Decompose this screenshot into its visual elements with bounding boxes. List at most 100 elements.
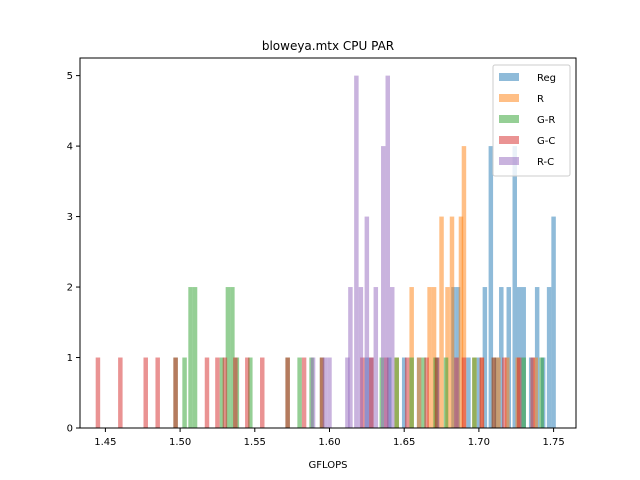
bar-g-c-4	[173, 357, 178, 428]
bar-r-14	[505, 357, 510, 428]
y-axis: 0 1 2 3 4 5	[67, 71, 80, 435]
bar-reg-8	[476, 357, 482, 428]
bar-g-c-12	[301, 357, 307, 428]
bar-reg-21	[551, 216, 556, 428]
legend: Reg R G-R G-C R-C	[492, 64, 571, 177]
x-tick-label: 1.45	[94, 437, 116, 448]
bar-g-c-25	[516, 357, 522, 428]
bar-r-c-10	[381, 146, 386, 428]
bar-g-r-1	[182, 357, 187, 428]
bar-g-c-24	[502, 357, 507, 428]
x-tick-label: 1.65	[393, 437, 415, 448]
bar-g-r-5	[225, 287, 231, 428]
bar-g-r-10	[297, 357, 302, 428]
x-axis-label: GFLOPS	[309, 460, 348, 471]
bar-g-r-15	[409, 357, 414, 428]
legend-swatch	[499, 157, 519, 165]
bar-r-c-6	[358, 287, 364, 428]
bar-r-10	[461, 146, 467, 428]
bar-g-r-21	[521, 357, 526, 428]
bar-g-c-0	[95, 357, 101, 428]
bar-r-4	[427, 287, 432, 428]
bar-g-r-18	[443, 357, 449, 428]
legend-label: G-C	[537, 136, 555, 147]
bar-g-c-10	[260, 357, 265, 428]
bar-r-16	[533, 357, 538, 428]
chart-title: bloweya.mtx CPU PAR	[262, 39, 394, 53]
bar-reg-20	[546, 287, 552, 428]
y-tick-label: 4	[67, 142, 73, 153]
y-tick-label: 3	[67, 212, 73, 223]
bar-r-13	[496, 357, 501, 428]
bar-g-c-1	[118, 357, 123, 428]
legend-label: R-C	[537, 157, 554, 168]
bar-r-8	[449, 216, 455, 428]
bar-g-c-5	[204, 357, 210, 428]
bar-r-c-2	[327, 357, 332, 428]
bar-g-c-8	[233, 357, 238, 428]
bar-reg-14	[512, 146, 517, 428]
bar-r-c-8	[369, 357, 374, 428]
y-tick-label: 1	[67, 353, 73, 364]
y-tick-label: 5	[67, 71, 73, 82]
bar-g-c-7	[222, 357, 228, 428]
x-tick-label: 1.60	[318, 437, 340, 448]
legend-swatch	[499, 115, 519, 123]
x-tick-label: 1.50	[169, 437, 191, 448]
bar-g-c-18	[424, 357, 429, 428]
bar-r-3	[416, 357, 422, 428]
bar-g-c-19	[434, 357, 440, 428]
plot-frame	[79, 57, 577, 429]
y-tick-label: 0	[67, 424, 73, 435]
bar-g-c-17	[404, 357, 410, 428]
bars-layer	[95, 75, 556, 429]
legend-swatch	[499, 94, 519, 102]
bar-g-r-14	[394, 357, 399, 428]
bar-g-r-19	[472, 357, 477, 428]
x-axis: 1.45 1.50 1.55 1.60 1.65 1.70 1.75	[94, 428, 565, 448]
legend-label: R	[537, 94, 544, 105]
x-tick-label: 1.75	[542, 437, 564, 448]
bar-reg-7	[466, 357, 471, 428]
bar-g-r-8	[248, 357, 253, 428]
series-g-r	[173, 287, 544, 428]
bar-g-r-4	[219, 357, 225, 428]
bar-r-c-4	[348, 287, 353, 428]
bar-g-c-9	[245, 357, 250, 428]
bar-g-r-2	[188, 287, 193, 428]
bar-g-r-6	[230, 287, 235, 428]
bar-g-c-3	[155, 357, 160, 428]
x-tick-label: 1.70	[468, 437, 490, 448]
bar-g-c-6	[215, 357, 220, 428]
bar-reg-12	[499, 287, 504, 428]
bar-reg-10	[488, 146, 494, 428]
bar-g-c-11	[285, 357, 290, 428]
bar-g-r-16	[421, 357, 426, 428]
bar-r-c-12	[390, 287, 395, 428]
bar-reg-2	[401, 357, 407, 428]
series-r-c	[310, 75, 395, 429]
bar-g-c-21	[461, 357, 467, 428]
legend-label: Reg	[537, 73, 556, 84]
bar-g-c-22	[479, 357, 485, 428]
bar-r-c-5	[354, 75, 359, 429]
legend-label: G-R	[537, 115, 555, 126]
bar-r-9	[458, 216, 464, 428]
y-tick-label: 2	[67, 283, 73, 294]
x-tick-label: 1.55	[244, 437, 266, 448]
bar-r-c-0	[310, 357, 316, 428]
bar-r-c-9	[373, 287, 379, 428]
bar-g-r-22	[539, 357, 544, 428]
bar-r-c-11	[385, 75, 390, 429]
bar-g-c-13	[319, 357, 325, 428]
bar-g-c-2	[143, 357, 148, 428]
bar-g-c-23	[491, 357, 497, 428]
bar-g-r-3	[192, 287, 198, 428]
legend-swatch	[499, 73, 519, 81]
bar-r-c-1	[322, 357, 328, 428]
bar-r-c-7	[364, 216, 370, 428]
bar-r-c-3	[345, 357, 350, 428]
legend-swatch	[499, 136, 519, 144]
legend-box	[492, 64, 571, 177]
